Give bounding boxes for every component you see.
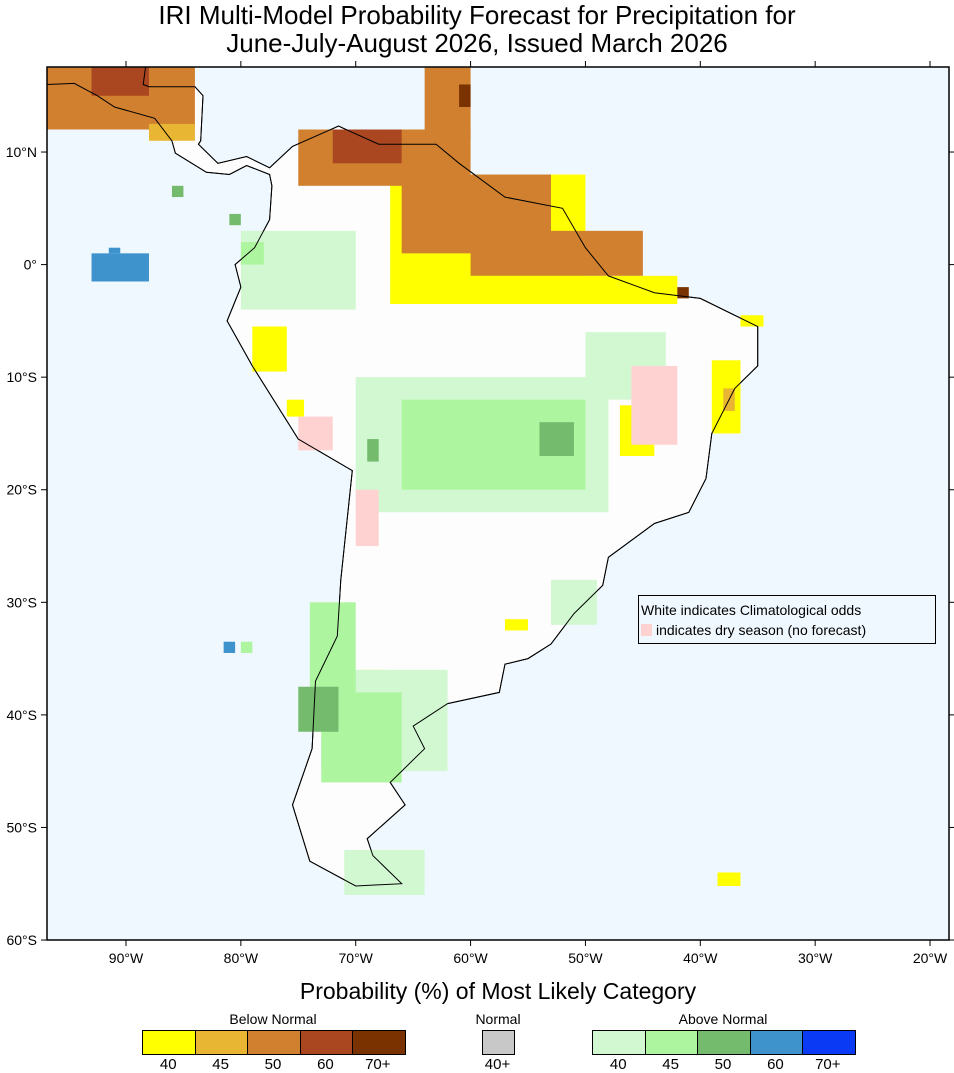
normal-label: Normal bbox=[475, 1011, 521, 1027]
latitude-label: 60°S bbox=[6, 932, 37, 948]
below-normal-cell bbox=[677, 287, 689, 299]
legend-title: Probability (%) of Most Likely Category bbox=[299, 978, 697, 1004]
legend-tick-label: 50 bbox=[714, 1056, 732, 1073]
map-title-line2: June-July-August 2026, Issued March 2026 bbox=[226, 28, 728, 58]
below-normal-cell bbox=[717, 872, 741, 886]
longitude-label: 20°W bbox=[913, 950, 948, 966]
legend-tick-label: 45 bbox=[212, 1056, 229, 1073]
legend-swatch bbox=[645, 1031, 699, 1054]
longitude-label: 40°W bbox=[683, 950, 718, 966]
longitude-label: 90°W bbox=[109, 950, 144, 966]
above-normal-colorbar bbox=[592, 1030, 856, 1055]
latitude-label: 20°S bbox=[6, 482, 37, 498]
above-normal-cell bbox=[240, 242, 264, 265]
legend-note-box: White indicates Climatological odds indi… bbox=[638, 595, 936, 644]
above-normal-cell bbox=[240, 641, 253, 653]
longitude-label: 30°W bbox=[798, 950, 833, 966]
legend-swatch bbox=[248, 1031, 301, 1054]
below-normal-label: Below Normal bbox=[229, 1011, 317, 1027]
above-normal-cell bbox=[367, 439, 379, 462]
latitude-label: 30°S bbox=[6, 594, 37, 610]
above-normal-cell bbox=[108, 247, 121, 254]
latitude-label: 50°S bbox=[6, 819, 37, 835]
legend-tick-label: 60 bbox=[767, 1056, 784, 1073]
longitude-label: 80°W bbox=[224, 950, 259, 966]
above-normal-cell bbox=[91, 253, 149, 282]
legend-swatch bbox=[300, 1031, 354, 1054]
legend-swatch bbox=[353, 1031, 405, 1054]
below-normal-cell bbox=[91, 67, 149, 96]
map-frame bbox=[46, 66, 950, 941]
below-normal-colorbar bbox=[142, 1030, 406, 1055]
legend-tick-label: 45 bbox=[662, 1056, 679, 1073]
map-axes: 90°W 80°W 70°W 60°W 50°W 40°W 30°W 20°W 10°N 0° 10… bbox=[6, 61, 954, 966]
legend-swatch bbox=[803, 1031, 855, 1054]
above-normal-cell bbox=[550, 579, 597, 625]
below-normal-cell bbox=[447, 275, 678, 304]
coastline bbox=[47, 67, 759, 887]
above-normal-cell bbox=[229, 213, 241, 226]
below-normal-cell bbox=[148, 123, 195, 141]
legend-swatch bbox=[195, 1031, 249, 1054]
below-normal-cell bbox=[459, 84, 471, 108]
legend-tick-label: 40+ bbox=[484, 1056, 511, 1073]
legend-tick-label: 70+ bbox=[815, 1056, 841, 1073]
latitude-label: 40°S bbox=[6, 707, 37, 723]
latitude-label: 0° bbox=[24, 257, 37, 273]
above-normal-cell bbox=[298, 686, 339, 732]
normal-colorbar bbox=[482, 1030, 515, 1055]
forecast-cells bbox=[47, 67, 764, 895]
above-normal-cell bbox=[344, 849, 425, 895]
dry-season-swatch bbox=[641, 624, 652, 636]
dry-season-note-row: indicates dry season (no forecast) bbox=[641, 620, 935, 640]
above-normal-ticks: 40 45 50 60 70+ bbox=[592, 1056, 854, 1073]
legend-swatch bbox=[483, 1031, 514, 1054]
legend-tick-label: 60 bbox=[317, 1056, 334, 1073]
legend-swatch bbox=[143, 1031, 196, 1054]
map-title-line1: IRI Multi-Model Probability Forecast for… bbox=[158, 0, 796, 30]
dry-season-cell bbox=[631, 365, 678, 445]
above-normal-cell bbox=[223, 641, 236, 653]
legend-swatch bbox=[698, 1031, 751, 1054]
forecast-map: 90°W 80°W 70°W 60°W 50°W 40°W 30°W 20°W 10°N 0° 10… bbox=[6, 61, 954, 966]
legend-swatch bbox=[593, 1031, 646, 1054]
below-normal-cell bbox=[505, 619, 529, 631]
latitude-label: 10°N bbox=[6, 144, 37, 160]
below-normal-cell bbox=[286, 399, 305, 417]
below-normal-ticks: 40 45 50 60 70+ bbox=[142, 1056, 404, 1073]
dry-season-note: indicates dry season (no forecast) bbox=[656, 622, 867, 638]
legend-swatch bbox=[750, 1031, 804, 1054]
below-normal-cell bbox=[252, 326, 287, 372]
below-normal-cell bbox=[470, 230, 643, 276]
dry-season-cell bbox=[355, 489, 379, 547]
below-normal-cell bbox=[740, 315, 764, 327]
longitude-label: 60°W bbox=[453, 950, 488, 966]
legend-tick-label: 50 bbox=[264, 1056, 282, 1073]
dry-season-cell bbox=[298, 416, 333, 451]
below-normal-cell bbox=[332, 129, 402, 164]
above-normal-cell bbox=[539, 422, 574, 456]
longitude-label: 70°W bbox=[339, 950, 374, 966]
legend-tick-label: 40 bbox=[159, 1056, 177, 1073]
legend-tick-label: 40 bbox=[609, 1056, 627, 1073]
above-normal-cell bbox=[171, 185, 184, 198]
climatological-odds-note: White indicates Climatological odds bbox=[641, 602, 862, 618]
longitude-label: 50°W bbox=[568, 950, 603, 966]
legend-tick-label: 70+ bbox=[365, 1056, 391, 1073]
latitude-label: 10°S bbox=[6, 369, 37, 385]
normal-ticks: 40+ bbox=[482, 1056, 513, 1073]
above-normal-label: Above Normal bbox=[678, 1011, 768, 1027]
